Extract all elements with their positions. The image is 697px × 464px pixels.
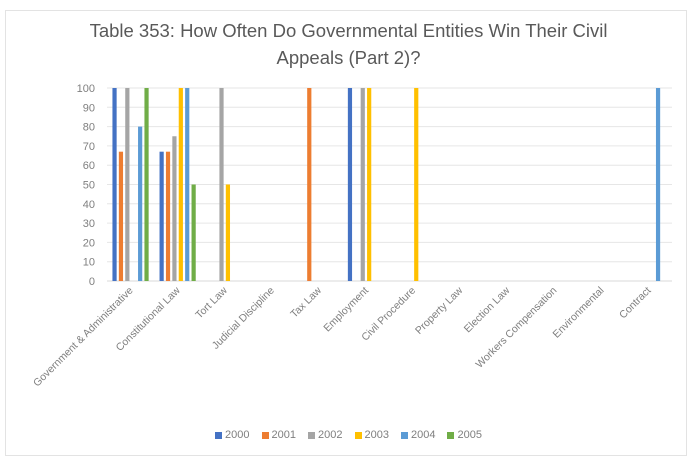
bar-2004-0	[138, 126, 143, 281]
x-tick-label: Tax Law	[288, 284, 324, 320]
y-tick-label: 30	[83, 218, 95, 230]
bar-2001-4	[307, 88, 312, 281]
bar-2003-2	[225, 184, 231, 281]
bar-2002-5	[360, 88, 365, 281]
legend-label: 2002	[318, 429, 343, 441]
bars	[112, 88, 661, 281]
bar-2004-1	[185, 88, 190, 281]
legend-item-2004: 2004	[400, 429, 436, 441]
legend-item-2001: 2001	[261, 429, 297, 441]
x-axis-labels: Government & AdministrativeConstitutiona…	[31, 284, 654, 389]
x-tick-label: Tort Law	[193, 284, 230, 321]
bar-2001-0	[118, 151, 124, 281]
x-tick-label: Property Law	[413, 284, 466, 337]
bar-2003-5	[367, 88, 372, 281]
x-tick-label: Contract	[617, 285, 654, 322]
legend-label: 2003	[364, 429, 389, 441]
legend-label: 2004	[410, 429, 436, 441]
bar-2000-0	[112, 88, 117, 281]
y-tick-label: 80	[83, 122, 95, 134]
y-tick-label: 40	[83, 199, 95, 211]
gridlines	[107, 87, 672, 282]
y-tick-label: 70	[83, 141, 95, 153]
y-tick-label: 60	[83, 160, 95, 172]
x-tick-label: Election Law	[462, 284, 513, 335]
legend-label: 2005	[457, 429, 482, 441]
y-tick-label: 20	[83, 237, 95, 249]
legend-item-2003: 2003	[354, 429, 389, 441]
bar-2005-1	[191, 184, 196, 281]
chart-frame	[5, 10, 687, 456]
legend-item-2002: 2002	[308, 429, 343, 441]
chart-title: Table 353: How Often Do Governmental Ent…	[0, 17, 697, 71]
y-tick-label: 100	[77, 83, 95, 95]
legend-item-2005: 2005	[447, 429, 482, 441]
legend-label: 2001	[271, 429, 297, 441]
bar-2003-1	[178, 88, 183, 281]
bar-2005-0	[144, 88, 149, 281]
legend-swatch	[447, 431, 455, 439]
legend-swatch	[400, 431, 408, 439]
y-tick-label: 50	[83, 180, 95, 192]
bar-2002-1	[172, 136, 177, 281]
x-tick-label: Employment	[321, 285, 371, 335]
x-tick-label: Government & Administrative	[31, 285, 136, 390]
bar-2004-11	[655, 88, 661, 281]
bar-2000-1	[159, 151, 164, 281]
bar-2002-0	[125, 88, 130, 281]
y-tick-label: 0	[89, 276, 95, 288]
legend-item-2000: 2000	[215, 429, 250, 441]
legend-swatch	[261, 431, 269, 439]
bar-2002-2	[219, 88, 224, 281]
x-tick-label: Workers Compensation	[473, 285, 559, 371]
legend-swatch	[308, 431, 316, 439]
y-tick-label: 90	[83, 102, 95, 114]
y-axis-ticks: 0 10 20 30 40 50 60 70 80 90 100	[77, 83, 95, 288]
bar-2001-1	[165, 151, 171, 281]
bar-2003-6	[414, 88, 419, 281]
bar-2000-5	[347, 88, 353, 281]
legend-label: 2000	[225, 429, 250, 441]
legend: 2000 2001 2002 2003 2004 2005	[0, 429, 697, 441]
chart-title-line-1: Table 353: How Often Do Governmental Ent…	[89, 20, 608, 41]
legend-swatch	[215, 431, 223, 439]
chart-title-line-2: Appeals (Part 2)?	[276, 47, 421, 68]
legend-swatch	[354, 431, 362, 439]
y-tick-label: 10	[83, 257, 95, 269]
